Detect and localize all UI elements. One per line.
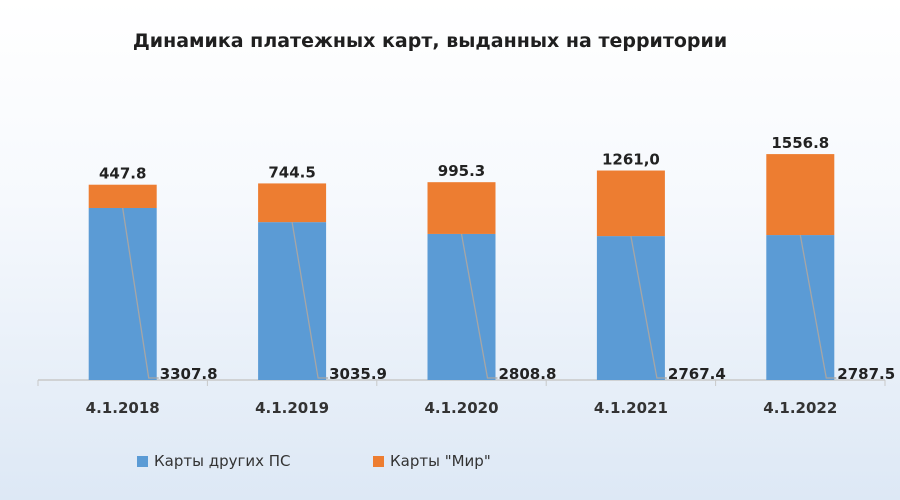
x-tick-label: 4.1.2020 [424,399,498,417]
bar-mir [88,184,157,208]
data-label-mir: 995.3 [438,162,485,180]
legend-swatch-mir [373,456,384,467]
bar-mir [766,154,835,236]
data-label-other-ps: 2808.8 [499,365,557,383]
legend-label-mir: Карты "Мир" [390,452,491,470]
leader-line [799,234,837,379]
data-label-mir: 744.5 [268,163,315,181]
bar-other-ps [766,235,835,380]
leader-line [291,222,329,379]
data-label-other-ps: 3307.8 [160,365,218,383]
x-tick-label: 4.1.2022 [763,399,837,417]
data-label-mir: 447.8 [99,165,146,183]
x-tick-label: 4.1.2019 [255,399,329,417]
bar-mir [258,183,327,223]
data-label-mir: 1261,0 [602,151,660,169]
x-tick-label: 4.1.2018 [86,399,160,417]
data-label-other-ps: 2767.4 [668,365,726,383]
leader-line [630,235,667,379]
data-label-other-ps: 2787.5 [837,365,895,383]
bar-other-ps [258,222,327,380]
bar-mir [427,182,496,234]
bar-other-ps [596,236,665,380]
x-tick-label: 4.1.2021 [594,399,668,417]
bar-mir [596,170,665,237]
bar-other-ps [88,207,157,380]
data-label-other-ps: 3035.9 [329,365,387,383]
bar-other-ps [427,233,496,380]
chart-title: Динамика платежных карт, выданных на тер… [132,30,728,52]
leader-line [460,233,498,379]
data-label-mir: 1556.8 [771,134,829,152]
leader-line [122,207,159,379]
legend-label-other-ps: Карты других ПС [154,452,291,470]
legend-swatch-other-ps [137,456,148,467]
